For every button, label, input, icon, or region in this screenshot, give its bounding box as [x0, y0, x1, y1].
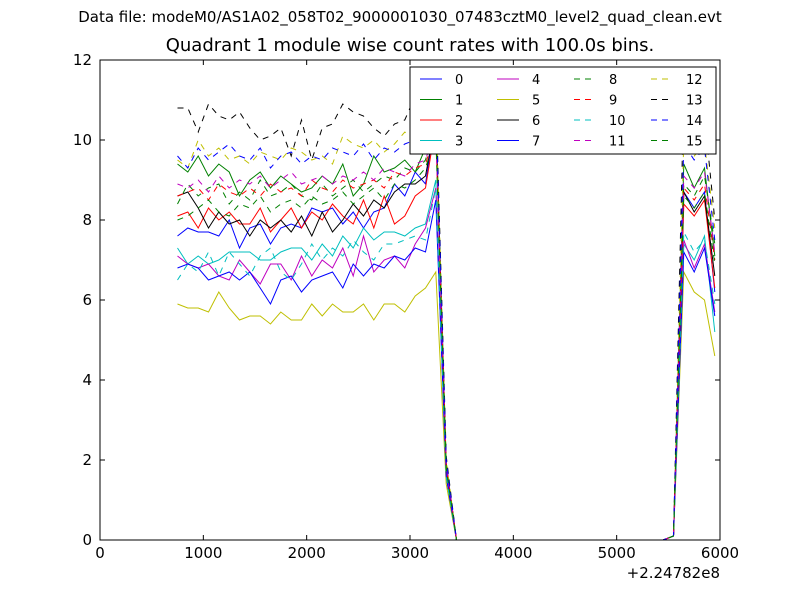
series-line-11 [177, 127, 716, 540]
x-tick-label: 3000 [391, 544, 429, 562]
legend-label-2: 2 [455, 114, 463, 129]
series-line-15 [177, 135, 716, 540]
legend-label-13: 13 [686, 94, 703, 109]
y-tick-label: 6 [82, 291, 92, 309]
legend-label-3: 3 [455, 135, 463, 150]
legend-label-8: 8 [609, 73, 617, 88]
y-tick-label: 8 [82, 211, 92, 229]
legend-label-9: 9 [609, 94, 617, 109]
legend-label-15: 15 [686, 135, 703, 150]
x-offset-label: +2.24782e8 [627, 564, 720, 582]
series-line-5 [177, 270, 716, 540]
chart-title: Quadrant 1 module wise count rates with … [165, 35, 655, 56]
y-tick-label: 2 [82, 451, 92, 469]
legend-label-1: 1 [455, 94, 463, 109]
x-tick-label: 1000 [184, 544, 222, 562]
x-tick-label: 4000 [494, 544, 532, 562]
y-tick-label: 0 [82, 531, 92, 549]
series-line-14 [177, 103, 716, 540]
legend-box [409, 66, 717, 155]
y-tick-label: 12 [73, 51, 92, 69]
legend-label-12: 12 [686, 73, 703, 88]
series-layer [177, 90, 716, 540]
series-line-10 [177, 187, 716, 540]
legend-label-6: 6 [532, 114, 540, 129]
legend-label-14: 14 [686, 114, 703, 129]
x-tick-label: 6000 [701, 544, 739, 562]
series-line-9 [177, 131, 716, 540]
legend-label-11: 11 [609, 135, 626, 150]
legend-label-5: 5 [532, 94, 540, 109]
legend-label-0: 0 [455, 73, 463, 88]
y-tick-label: 10 [73, 131, 92, 149]
series-line-4 [177, 187, 716, 540]
legend-label-10: 10 [609, 114, 626, 129]
legend-label-4: 4 [532, 73, 540, 88]
supertitle: Data file: modeM0/AS1A02_058T02_90000010… [78, 8, 722, 26]
x-tick-label: 5000 [598, 544, 636, 562]
x-tick-label: 2000 [288, 544, 326, 562]
series-line-7 [177, 199, 716, 540]
y-tick-label: 4 [82, 371, 92, 389]
series-line-8 [177, 123, 716, 540]
x-tick-label: 0 [95, 544, 105, 562]
legend-label-7: 7 [532, 135, 540, 150]
